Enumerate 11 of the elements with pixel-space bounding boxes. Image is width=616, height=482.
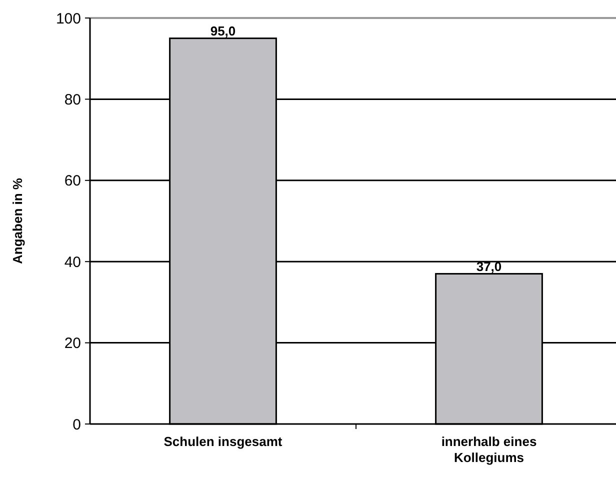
x-tick-label: innerhalb eines Kollegiums [441,434,537,465]
y-tick-label: 80 [64,91,81,108]
y-axis-title: Angaben in % [10,178,25,264]
x-tick-label: Schulen insgesamt [164,434,283,449]
y-tick-label: 40 [64,254,81,271]
data-label: 37,0 [476,258,502,274]
data-label: 95,0 [210,23,236,38]
y-tick-label: 100 [56,10,81,28]
y-tick-label: 60 [64,172,81,190]
y-tick-label: 0 [72,416,81,434]
y-tick-label: 20 [64,335,81,352]
